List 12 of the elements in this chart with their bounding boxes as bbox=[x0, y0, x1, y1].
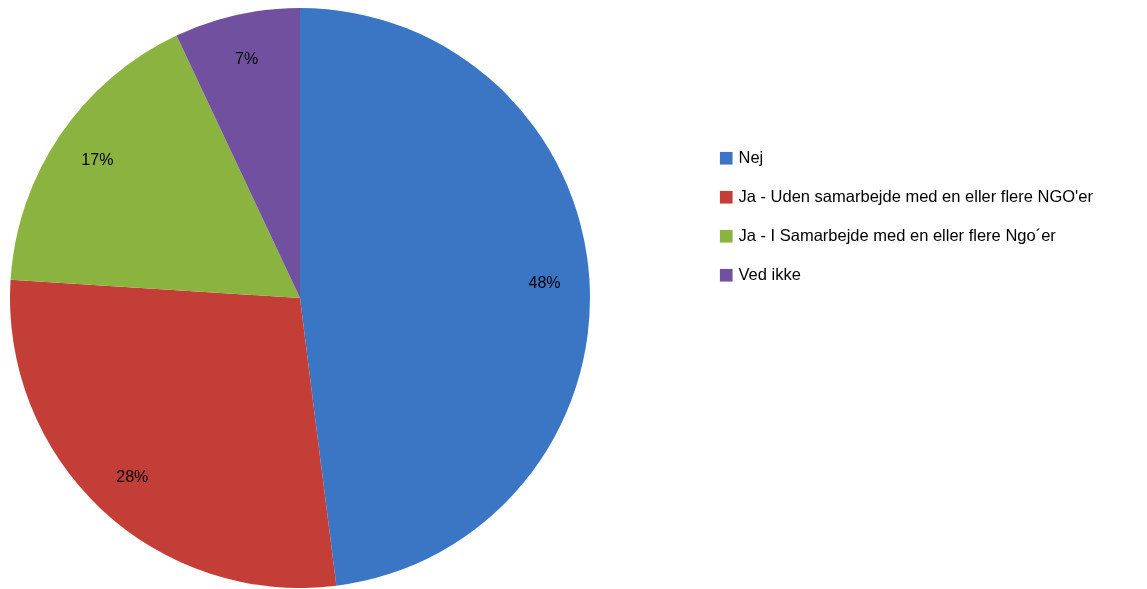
data-label: 7% bbox=[234, 49, 259, 67]
data-label: 17% bbox=[81, 151, 114, 169]
legend-label: Ja - Uden samarbejde med en eller flere NGO'er bbox=[738, 187, 1094, 206]
legend-label: Ja - I Samarbejde med en eller flere Ngo´er bbox=[738, 226, 1057, 245]
legend-label: Ved ikke bbox=[738, 265, 801, 284]
pie-slice bbox=[176, 8, 300, 298]
pie-slice bbox=[10, 35, 300, 298]
legend-label: Nej bbox=[738, 148, 764, 167]
data-label: 48% bbox=[528, 273, 561, 291]
pie-slice bbox=[10, 279, 337, 588]
data-label: 28% bbox=[116, 467, 149, 485]
pie-slice bbox=[300, 8, 590, 586]
